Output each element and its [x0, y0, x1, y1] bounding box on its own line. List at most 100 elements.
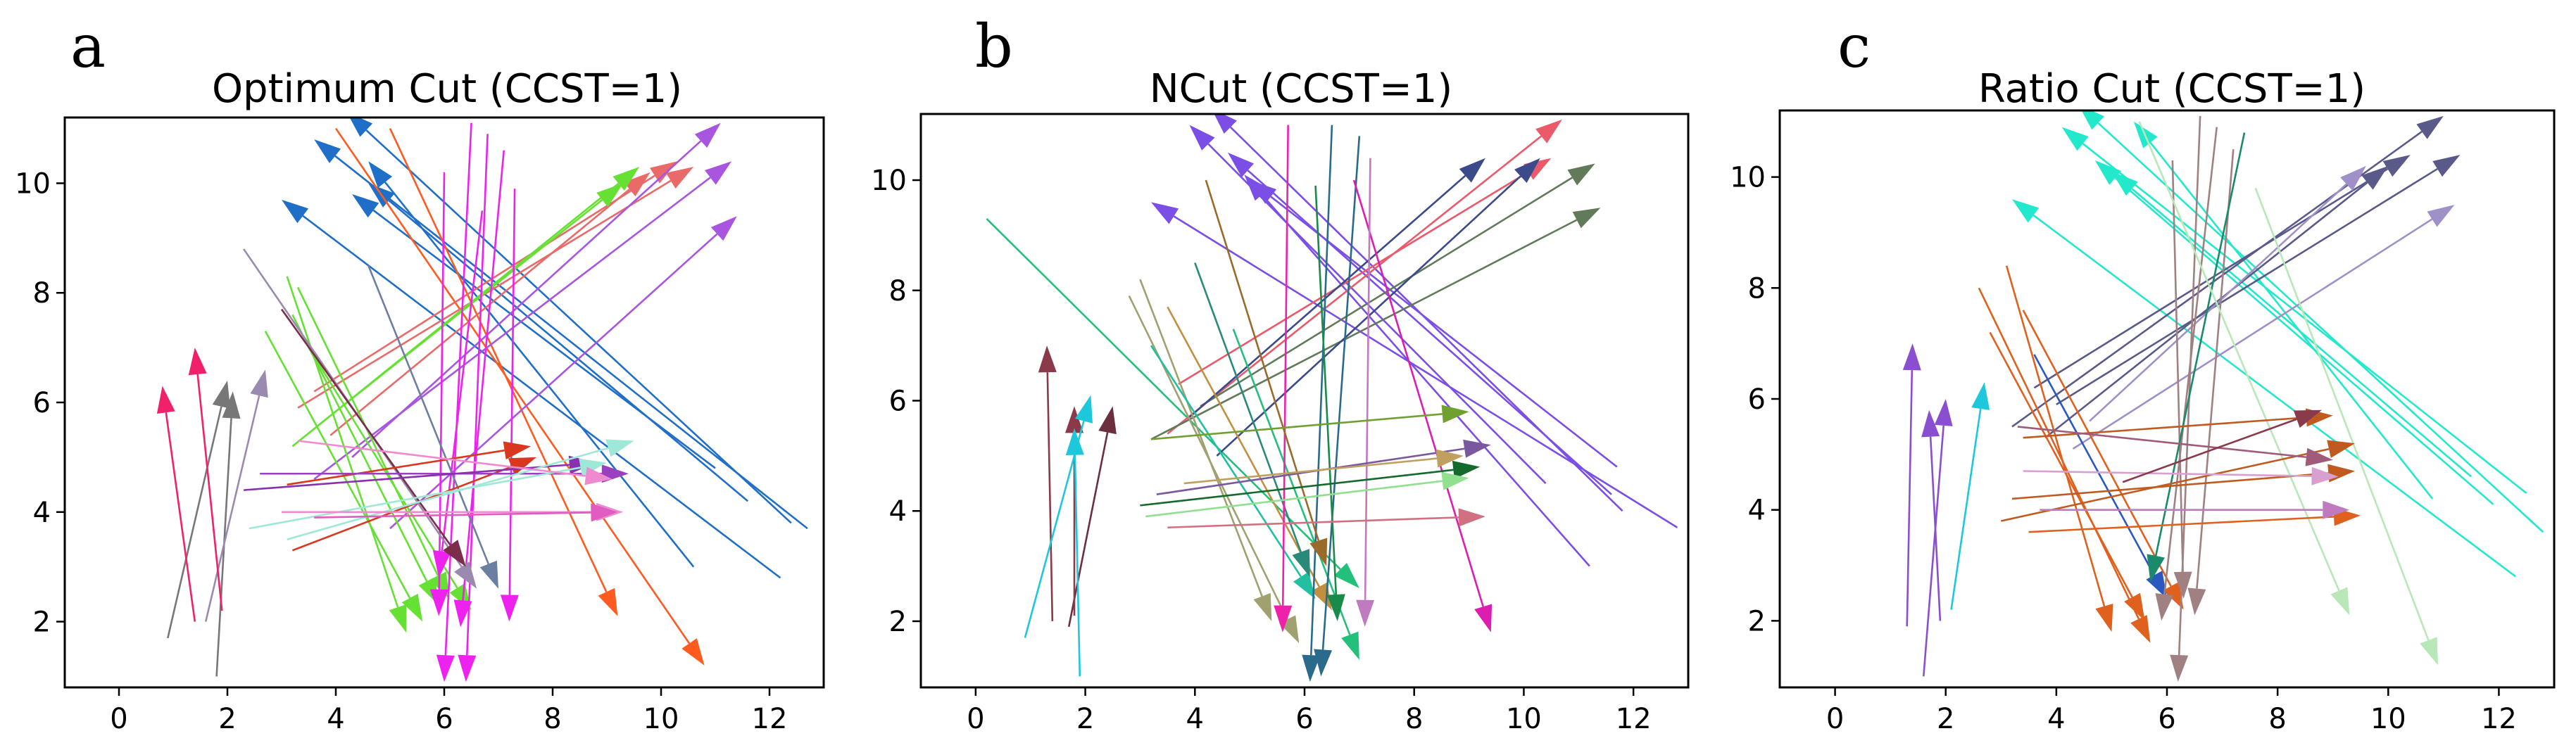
arrow [1151, 202, 1678, 528]
arrow-head [1341, 631, 1359, 660]
arrow-head [710, 216, 737, 241]
arrow-shaft [365, 129, 792, 524]
arrow [156, 386, 196, 622]
arrow-shaft [1978, 287, 2140, 620]
x-tick-label: 10 [1506, 703, 1542, 735]
arrow-head [352, 194, 379, 218]
arrow-shaft [2138, 121, 2340, 592]
arrow [297, 167, 694, 409]
arrow-head [1441, 471, 1469, 490]
arrow-shaft [1281, 125, 1289, 606]
panel-c-letter: c [1837, 12, 1871, 81]
arrow [1140, 460, 1481, 507]
arrow [2044, 165, 2389, 439]
arrow [2155, 127, 2218, 621]
arrow [280, 308, 466, 567]
y-tick-label: 4 [1748, 495, 1766, 527]
arrow-head [500, 595, 519, 622]
y-tick-label: 2 [33, 606, 51, 639]
arrow-shaft [1167, 516, 1459, 529]
arrow-head [2147, 554, 2165, 583]
arrow-head [2187, 587, 2206, 616]
arrow [1250, 180, 1618, 468]
y-tick-label: 10 [1730, 162, 1766, 194]
x-tick-label: 4 [327, 703, 344, 735]
arrow-head [612, 167, 640, 191]
arrow-shaft [1167, 135, 1543, 435]
arrow [291, 167, 640, 447]
arrow-shaft [280, 308, 451, 546]
arrow-head [2173, 571, 2192, 599]
arrow-head [443, 540, 466, 567]
arrow [2254, 187, 2438, 666]
y-tick-label: 6 [33, 387, 51, 419]
arrow-shaft [1989, 331, 2133, 598]
arrow-shaft [1046, 372, 1054, 621]
arrow [1921, 409, 1942, 621]
arrow-head [2420, 637, 2438, 666]
arrow-shaft [302, 215, 781, 579]
arrow [1902, 343, 1921, 627]
arrow [1167, 119, 1562, 435]
arrow [1978, 287, 2151, 643]
arrow-head [453, 599, 472, 628]
y-tick-label: 2 [889, 606, 907, 638]
arrow-head [1971, 382, 1990, 410]
y-tick-label: 6 [889, 386, 907, 418]
arrow-shaft [1309, 125, 1333, 656]
panel-a-title: Optimum Cut (CCST=1) [212, 66, 682, 112]
panel-b-title: NCut (CCST=1) [1150, 66, 1452, 112]
x-tick-label: 4 [1186, 703, 1204, 735]
arrow [2138, 121, 2350, 616]
arrow-head [2095, 604, 2113, 633]
arrow-head [2124, 592, 2145, 621]
arrow-head [432, 549, 451, 578]
arrow-head [1567, 163, 1595, 186]
arrow-shaft [1364, 158, 1371, 600]
arrow-shaft [1207, 143, 1547, 484]
arrow [1024, 395, 1093, 638]
arrow-head [188, 348, 207, 376]
arrow-head [282, 199, 309, 224]
arrow-head [591, 503, 618, 522]
y-tick-label: 8 [33, 277, 51, 310]
arrow-shaft [1074, 455, 1081, 677]
arrow-head [1253, 592, 1272, 621]
arrow-head [1452, 460, 1481, 479]
arrow [287, 441, 532, 486]
arrow-head [2305, 447, 2333, 466]
arrow-head [1326, 594, 1345, 621]
arrow-head [458, 654, 477, 682]
arrow-head [605, 439, 634, 457]
arrow-shaft [1950, 408, 1982, 610]
panel-c-title: Ratio Cut (CCST=1) [1978, 66, 2365, 112]
arrow-head [1074, 395, 1093, 424]
arrow [297, 440, 612, 485]
arrow [2017, 426, 2333, 466]
arrow-shaft [462, 150, 505, 601]
arrow-shaft [2033, 167, 2389, 389]
arrow-shaft [1922, 425, 1944, 677]
arrow-head [1459, 158, 1485, 183]
arrow-head [222, 391, 241, 419]
arrow-shaft [1321, 136, 1361, 650]
arrow-head [1474, 604, 1493, 633]
arrow-shaft [441, 210, 484, 552]
arrow-head [2323, 500, 2350, 519]
arrow [1150, 345, 1316, 599]
arrow-shaft [314, 511, 591, 519]
arrow-shaft [444, 122, 472, 656]
arrow-head [665, 167, 694, 189]
arrow [1128, 295, 1300, 644]
arrow-head [1038, 345, 1057, 373]
panel-c-axes: 0 2 4 6 8 10 12 2 4 6 8 10 [1730, 109, 2556, 735]
arrow-shaft [2122, 418, 2297, 483]
arrow [1314, 136, 1361, 677]
arrow-head [584, 466, 612, 485]
x-tick-label: 4 [2047, 703, 2065, 735]
arrow-shaft [508, 189, 516, 595]
arrow-layer [1902, 110, 2544, 682]
arrow-head [250, 369, 268, 398]
arrow [351, 122, 721, 458]
arrow-shaft [249, 466, 581, 530]
